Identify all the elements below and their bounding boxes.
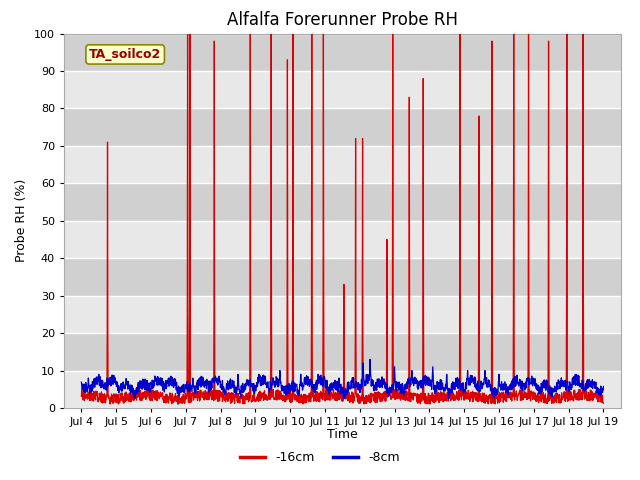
Y-axis label: Probe RH (%): Probe RH (%) (15, 179, 28, 263)
Bar (64, 108, 621, 146)
Bar (64, 333, 621, 371)
X-axis label: Time: Time (327, 429, 358, 442)
Legend: -16cm, -8cm: -16cm, -8cm (235, 446, 405, 469)
Text: TA_soilco2: TA_soilco2 (89, 48, 161, 61)
Bar (64, 34, 621, 71)
Bar (64, 183, 621, 221)
Title: Alfalfa Forerunner Probe RH: Alfalfa Forerunner Probe RH (227, 11, 458, 29)
Bar (64, 258, 621, 296)
